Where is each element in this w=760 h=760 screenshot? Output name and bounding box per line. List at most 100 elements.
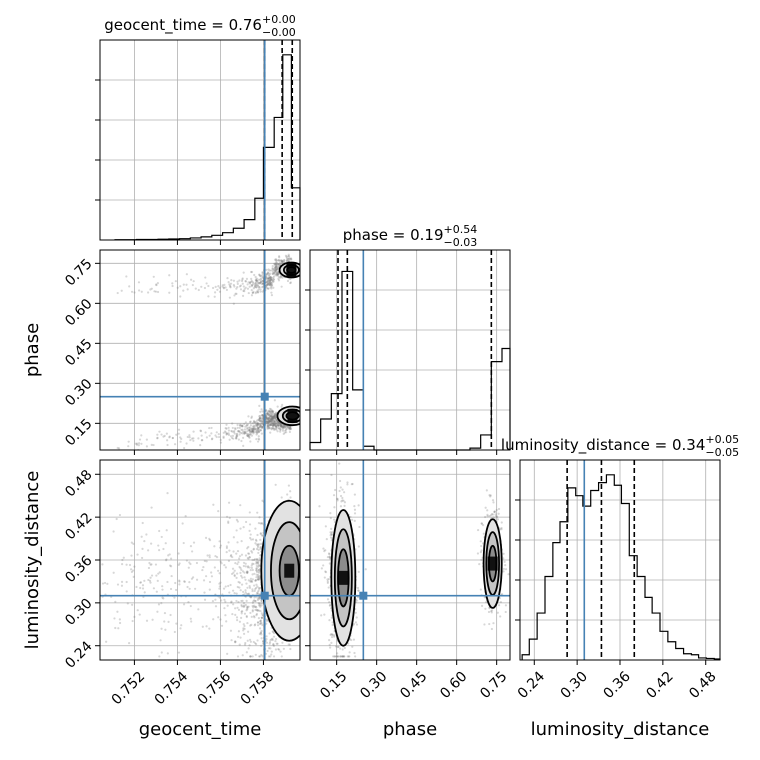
sample-point [267, 420, 270, 423]
sample-point [273, 416, 276, 419]
sample-point [250, 615, 253, 618]
sample-point [500, 526, 503, 530]
sample-point [234, 437, 238, 440]
sample-point [275, 268, 278, 272]
sample-point [141, 584, 145, 587]
sample-point [248, 282, 252, 285]
sample-point [259, 275, 263, 278]
sample-point [261, 425, 265, 428]
sample-point [236, 619, 239, 622]
sample-point [281, 403, 284, 406]
sample-point [267, 277, 270, 281]
sample-point [261, 410, 264, 413]
sample-point [269, 418, 272, 421]
sample-point [250, 623, 253, 626]
sample-point [256, 418, 259, 422]
sample-point [222, 286, 225, 289]
sample-point [277, 277, 280, 280]
sample-point [326, 581, 329, 584]
sample-point [137, 442, 141, 445]
sample-point [497, 507, 501, 511]
sample-point [248, 511, 251, 514]
sample-point [479, 550, 482, 554]
sample-point [287, 254, 290, 258]
sample-point [233, 294, 236, 297]
sample-point [261, 602, 264, 605]
sample-point [219, 560, 222, 563]
sample-point [243, 643, 247, 646]
sample-point [238, 581, 241, 584]
sample-point [244, 641, 247, 645]
sample-point [269, 418, 273, 421]
sample-point [236, 549, 240, 553]
sample-point [225, 432, 228, 435]
sample-point [143, 591, 146, 594]
sample-point [169, 564, 172, 567]
sample-point [268, 641, 272, 644]
sample-point [272, 418, 275, 421]
sample-point [276, 424, 279, 427]
sample-point [155, 590, 158, 593]
sample-point [273, 270, 276, 273]
sample-point [268, 419, 271, 422]
sample-point [157, 603, 161, 606]
sample-point [350, 483, 353, 486]
sample-point [267, 422, 270, 425]
sample-point [336, 655, 340, 658]
sample-point [280, 424, 283, 427]
sample-point [502, 552, 505, 555]
sample-point [247, 552, 251, 555]
sample-point [221, 285, 224, 288]
sample-point [158, 571, 161, 574]
sample-point [343, 646, 346, 650]
sample-point [272, 280, 275, 283]
sample-point [246, 547, 249, 550]
sample-point [271, 269, 275, 272]
sample-point [138, 289, 141, 292]
sample-point [271, 283, 274, 287]
sample-point [270, 419, 273, 422]
sample-point [187, 600, 190, 604]
sample-point [248, 434, 251, 437]
sample-point [234, 562, 237, 565]
sample-point [223, 564, 226, 567]
sample-point [244, 554, 248, 557]
sample-point [271, 417, 274, 420]
sample-point [233, 427, 237, 430]
sample-point [235, 287, 238, 290]
sample-point [252, 600, 255, 603]
density-peak-phase-vs-geocent_time-0 [287, 408, 298, 423]
sample-point [271, 272, 274, 275]
sample-point [253, 616, 256, 619]
sample-point [497, 604, 501, 607]
sample-point [218, 585, 221, 588]
sample-point [210, 571, 213, 574]
sample-point [257, 281, 260, 284]
sample-point [480, 544, 483, 548]
sample-point [258, 602, 261, 605]
sample-point [254, 284, 258, 287]
sample-point [261, 414, 264, 417]
sample-point [267, 409, 270, 412]
sample-point [355, 616, 358, 619]
sample-point [162, 435, 165, 438]
sample-point [277, 259, 280, 262]
sample-point [279, 423, 282, 426]
x-tick-label-luminosity_distance-4: 0.48 [686, 669, 719, 702]
sample-point [222, 435, 225, 438]
sample-point [353, 508, 357, 511]
sample-point [276, 271, 279, 274]
sample-point [242, 430, 245, 433]
sample-point [135, 442, 139, 445]
sample-point [255, 606, 258, 609]
sample-point [276, 642, 279, 645]
sample-point [270, 278, 273, 282]
sample-point [354, 621, 358, 624]
sample-point [265, 420, 268, 423]
sample-point [158, 430, 161, 433]
sample-point [254, 623, 257, 626]
sample-point [232, 283, 235, 287]
sample-point [261, 522, 264, 525]
sample-point [251, 609, 254, 612]
